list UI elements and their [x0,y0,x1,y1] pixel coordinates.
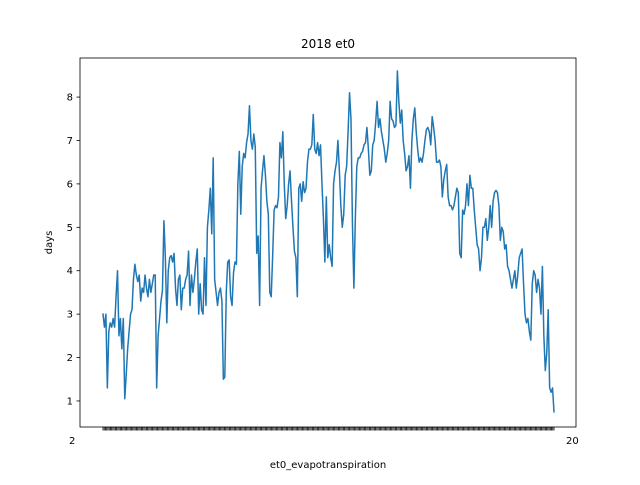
y-tick-label: 3 [67,310,73,321]
y-tick-label: 4 [67,266,73,277]
y-tick-label: 5 [67,223,73,234]
y-tick-label: 1 [67,396,73,407]
series-line [102,70,555,413]
x-axis-label: et0_evapotranspiration [270,460,386,471]
x-tick-label-first: 2 [69,436,75,447]
y-axis-label: days [44,231,55,255]
chart-title: 2018 et0 [301,37,355,51]
y-tick-label: 2 [67,353,73,364]
x-axis-ticks: 2 20 [69,427,579,447]
y-tick-label: 7 [67,136,73,147]
plot-area-frame [79,57,577,428]
x-tick-label-last: 20 [566,436,579,447]
y-axis-ticks: 1 2 3 4 5 6 7 8 [67,93,80,407]
y-tick-label: 8 [67,93,73,104]
y-tick-label: 6 [67,179,73,190]
